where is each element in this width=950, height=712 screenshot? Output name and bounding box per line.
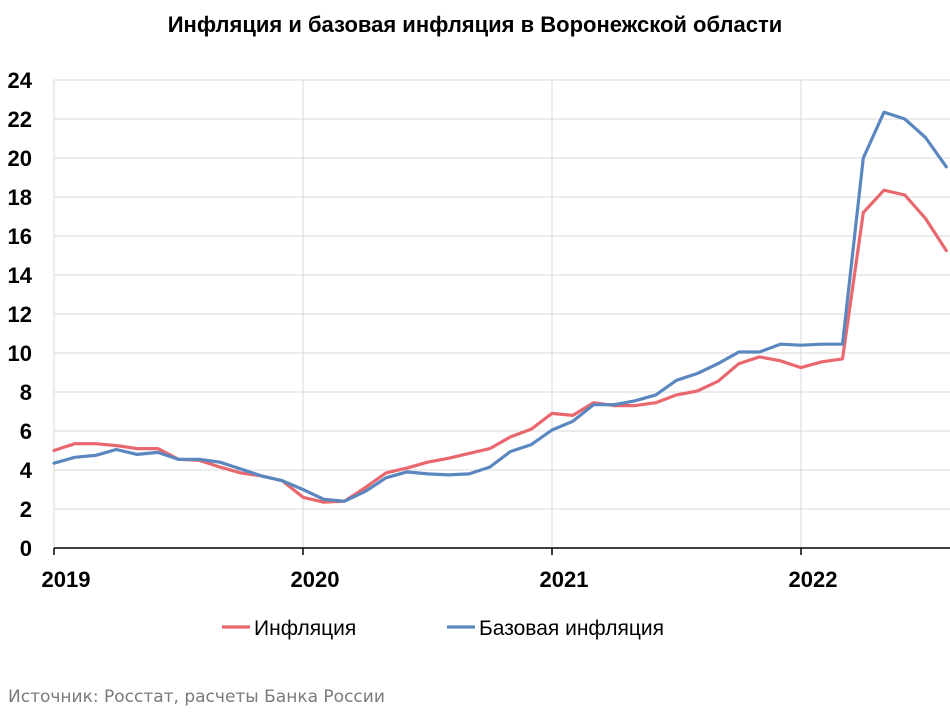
y-tick-label: 0 xyxy=(20,536,32,561)
legend-label-2: Базовая инфляция xyxy=(479,617,664,640)
y-tick-label: 4 xyxy=(20,458,33,483)
x-tick-label: 2021 xyxy=(540,567,589,592)
x-axis-ticks: 2019 2020 2021 2022 xyxy=(42,548,838,592)
series-line-2 xyxy=(52,110,948,503)
y-tick-label: 6 xyxy=(20,419,32,444)
y-tick-label: 16 xyxy=(8,224,32,249)
y-tick-label: 24 xyxy=(8,68,33,93)
series-line-1 xyxy=(52,188,948,504)
y-tick-label: 2 xyxy=(20,497,32,522)
grid xyxy=(53,79,950,548)
y-tick-label: 8 xyxy=(20,380,32,405)
y-tick-label: 18 xyxy=(8,185,32,210)
chart-title: Инфляция и базовая инфляция в Воронежско… xyxy=(168,12,783,37)
source-note: Источник: Росстат, расчеты Банка России xyxy=(8,687,385,707)
y-tick-label: 12 xyxy=(8,302,32,327)
x-tick-label: 2020 xyxy=(291,567,340,592)
y-tick-label: 22 xyxy=(8,107,32,132)
y-tick-label: 10 xyxy=(8,341,32,366)
legend: Инфляция Базовая инфляция xyxy=(222,617,664,640)
x-tick-label: 2019 xyxy=(42,567,91,592)
series-lines xyxy=(52,110,948,504)
y-tick-label: 14 xyxy=(8,263,33,288)
legend-label-1: Инфляция xyxy=(254,617,356,640)
x-tick-label: 2022 xyxy=(789,567,838,592)
y-tick-label: 20 xyxy=(8,146,32,171)
